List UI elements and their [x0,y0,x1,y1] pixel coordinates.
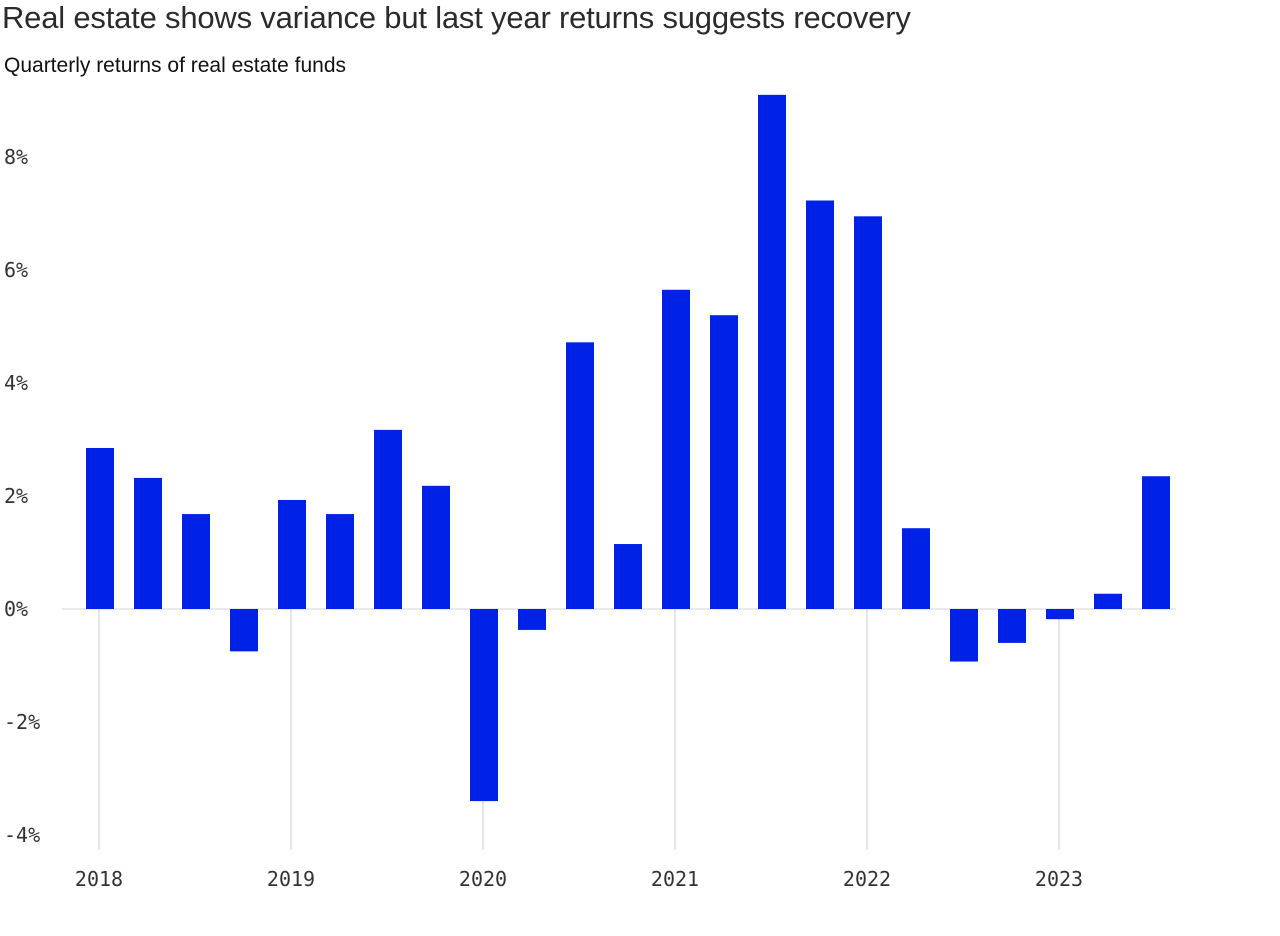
chart-subtitle: Quarterly returns of real estate funds [4,54,346,77]
bar-2019-q2 [326,514,354,609]
bar-2023-q1 [1046,609,1074,620]
bar-2020-q1 [470,609,498,802]
bar-2018-q3 [182,514,210,609]
bar-2023-q2 [1094,593,1122,609]
bar-2023-q3 [1142,476,1170,609]
bar-2021-q3 [758,94,786,610]
y-tick-label: -2% [4,710,40,734]
bar-2020-q2 [518,609,546,630]
bar-2020-q4 [614,544,642,609]
x-tick-label: 2023 [1035,867,1083,891]
axes: 8% 6% 4% 2% 0% -2% -4% 2018 2019 2020 2021 2022 2023 [4,145,1083,891]
bar-2021-q4 [806,200,834,609]
y-tick-label: 4% [4,371,28,395]
y-tick-label: 0% [4,597,28,621]
bar-2019-q4 [422,485,450,609]
bar-2018-q1 [86,447,114,609]
bar-2019-q3 [374,429,402,609]
bar-2019-q1 [278,499,306,609]
y-tick-label: -4% [4,823,40,847]
bar-2021-q1 [662,289,690,609]
x-tick-label: 2018 [75,867,123,891]
bar-2022-q2 [902,528,930,609]
y-tick-label: 6% [4,258,28,282]
y-tick-label: 8% [4,145,28,169]
x-tick-label: 2019 [267,867,315,891]
bar-2020-q3 [566,342,594,609]
bar-2018-q2 [134,477,162,609]
bar-2021-q2 [710,315,738,609]
x-tick-label: 2020 [459,867,507,891]
x-tick-label: 2021 [651,867,699,891]
y-tick-label: 2% [4,484,28,508]
bar-2022-q1 [854,216,882,609]
grid-lines [62,608,1176,850]
chart-title: Real estate shows variance but last year… [2,0,911,35]
x-tick-label: 2022 [843,867,891,891]
bar-2018-q4 [230,609,258,652]
bar-2022-q4 [998,609,1026,643]
bar-2022-q3 [950,609,978,662]
bars [86,94,1170,802]
